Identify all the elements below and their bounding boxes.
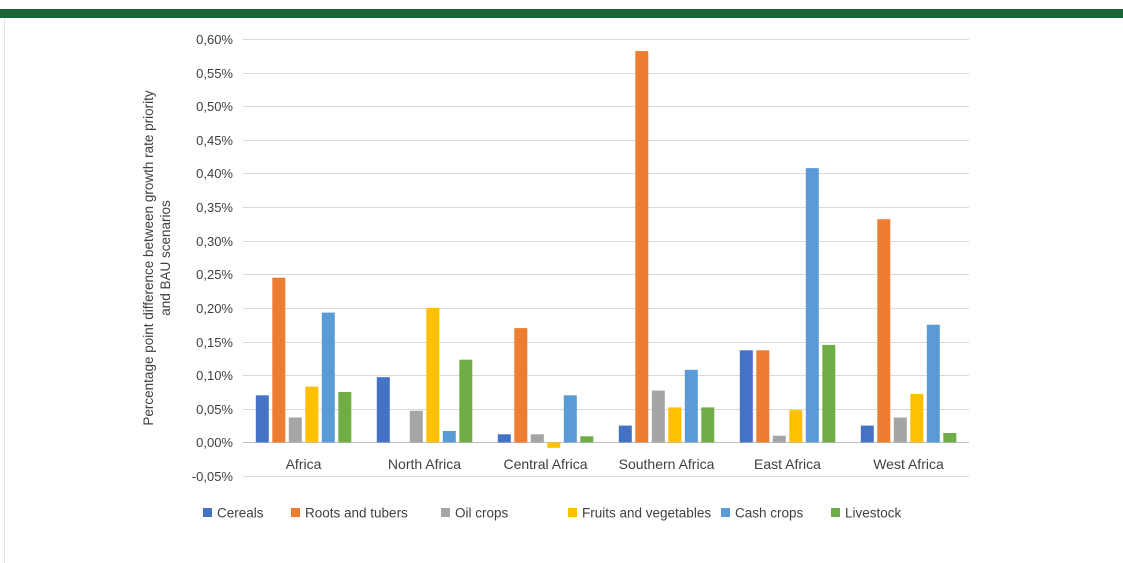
y-tick-label: 0,35%	[196, 200, 233, 215]
x-axis-categories: Africa North Africa Central Africa Southern…	[286, 456, 944, 472]
x-category-label: East Africa	[754, 456, 821, 472]
frame-rule	[4, 18, 5, 563]
bar	[305, 386, 319, 443]
bar	[497, 434, 511, 443]
bar	[910, 394, 924, 443]
header-band	[0, 9, 1123, 18]
y-tick-label: 0,30%	[196, 234, 233, 249]
bar	[739, 350, 753, 443]
legend-swatch	[291, 508, 300, 517]
legend: Cereals Roots and tubers Oil crops Fruits a…	[203, 506, 902, 521]
y-tick-label: 0,55%	[196, 66, 233, 81]
y-tick-label: 0,40%	[196, 166, 233, 181]
legend-label: Fruits and vegetables	[582, 506, 711, 521]
bar	[635, 51, 649, 443]
bar	[618, 425, 632, 443]
x-category-label: Southern Africa	[619, 456, 715, 472]
bar	[684, 369, 698, 443]
bar	[580, 436, 594, 443]
bar	[668, 407, 682, 443]
legend-label: Livestock	[845, 506, 902, 521]
x-category-label: North Africa	[388, 456, 461, 472]
y-tick-label: 0,15%	[196, 335, 233, 350]
y-tick-label: 0,00%	[196, 435, 233, 450]
bar	[376, 377, 390, 443]
bar	[514, 328, 528, 443]
bar	[651, 390, 665, 443]
bar	[272, 277, 286, 443]
bar	[426, 307, 440, 443]
bar	[288, 417, 302, 443]
bar	[530, 434, 544, 443]
bar	[860, 425, 874, 443]
gridlines	[243, 39, 969, 477]
y-axis-ticks: -0,05% 0,00% 0,05% 0,10% 0,15% 0,20% 0,25% 0,30…	[192, 32, 234, 484]
bar	[459, 359, 473, 443]
y-tick-label: 0,05%	[196, 402, 233, 417]
y-tick-label: 0,25%	[196, 267, 233, 282]
bar	[772, 435, 786, 443]
bar	[822, 344, 836, 443]
bar	[805, 168, 819, 443]
x-category-label: Central Africa	[503, 456, 587, 472]
bar	[926, 324, 940, 443]
bar	[255, 395, 269, 443]
legend-label: Cash crops	[735, 506, 804, 521]
y-tick-label: -0,05%	[192, 469, 234, 484]
legend-label: Roots and tubers	[305, 506, 408, 521]
bar	[877, 219, 891, 443]
legend-label: Oil crops	[455, 506, 509, 521]
bar	[789, 410, 803, 443]
legend-swatch	[441, 508, 450, 517]
x-category-label: Africa	[286, 456, 322, 472]
bar	[321, 312, 335, 443]
bar	[409, 410, 423, 443]
bar	[943, 433, 957, 443]
bar	[547, 442, 561, 448]
bar	[756, 350, 770, 443]
bar	[893, 417, 907, 443]
y-tick-label: 0,20%	[196, 301, 233, 316]
legend-swatch	[568, 508, 577, 517]
y-axis-label-line-1: Percentage point difference between grow…	[141, 90, 156, 425]
legend-swatch	[203, 508, 212, 517]
y-tick-label: 0,50%	[196, 99, 233, 114]
y-tick-label: 0,45%	[196, 133, 233, 148]
y-axis-label-line-2: and BAU scenarios	[158, 200, 173, 316]
legend-swatch	[721, 508, 730, 517]
y-tick-label: 0,10%	[196, 368, 233, 383]
bar	[563, 395, 577, 443]
bars	[255, 51, 957, 448]
bar	[338, 392, 352, 443]
legend-label: Cereals	[217, 506, 264, 521]
bar	[701, 407, 715, 443]
bar	[442, 431, 456, 443]
y-tick-label: 0,60%	[196, 32, 233, 47]
x-category-label: West Africa	[873, 456, 944, 472]
legend-swatch	[831, 508, 840, 517]
